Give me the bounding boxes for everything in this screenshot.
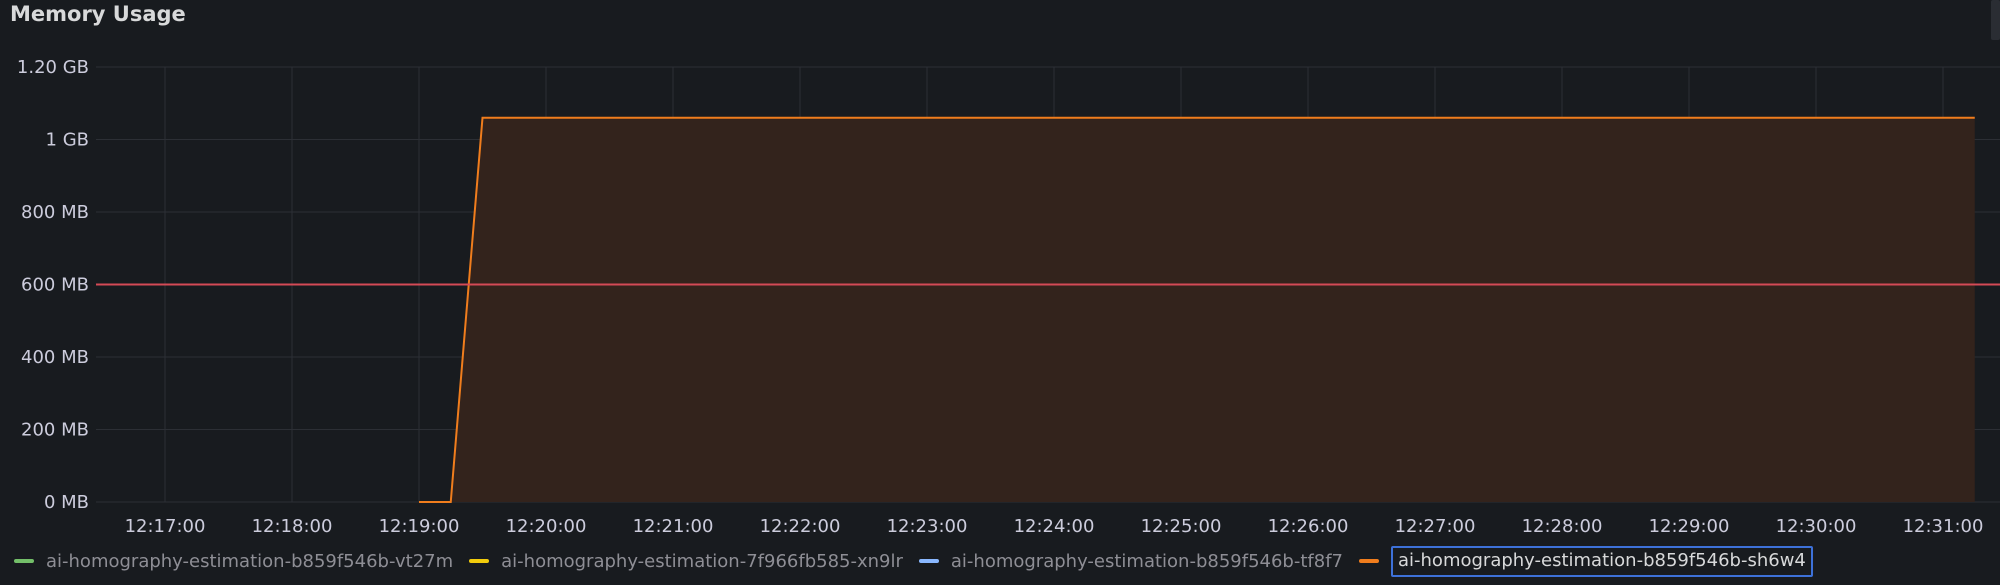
memory-usage-chart[interactable]: 1.20 GB 1 GB 800 MB 600 MB 400 MB 200 MB 0 MB 1… [0,0,2000,544]
x-tick-label: 12:27:00 [1395,516,1476,537]
y-tick-label: 1 GB [46,130,89,151]
x-tick-label: 12:28:00 [1522,516,1603,537]
x-tick-label: 12:18:00 [252,516,333,537]
y-tick-label: 400 MB [21,347,89,368]
x-tick-label: 12:22:00 [760,516,841,537]
x-tick-label: 12:31:00 [1903,516,1984,537]
legend-item[interactable]: ai-homography-estimation-b859f546b-sh6w4 [1359,545,1819,577]
x-tick-label: 12:29:00 [1649,516,1730,537]
legend-swatch [919,559,939,563]
x-tick-label: 12:25:00 [1141,516,1222,537]
y-tick-label: 0 MB [44,492,89,513]
x-tick-label: 12:23:00 [887,516,968,537]
y-tick-label: 800 MB [21,202,89,223]
legend-swatch [14,559,34,563]
legend-item[interactable]: ai-homography-estimation-7f966fb585-xn9l… [469,545,909,577]
x-tick-label: 12:17:00 [125,516,206,537]
x-tick-label: 12:19:00 [379,516,460,537]
legend-item[interactable]: ai-homography-estimation-b859f546b-tf8f7 [919,545,1349,577]
x-tick-label: 12:24:00 [1014,516,1095,537]
y-tick-label: 600 MB [21,275,89,296]
legend-label: ai-homography-estimation-b859f546b-vt27m [46,551,453,572]
chart-legend: ai-homography-estimation-b859f546b-vt27m… [14,544,1829,578]
x-tick-label: 12:30:00 [1776,516,1857,537]
legend-label: ai-homography-estimation-7f966fb585-xn9l… [501,551,903,572]
x-tick-label: 12:21:00 [633,516,714,537]
legend-item[interactable]: ai-homography-estimation-b859f546b-vt27m [14,545,459,577]
y-tick-label: 200 MB [21,420,89,441]
x-tick-label: 12:20:00 [506,516,587,537]
legend-swatch [469,559,489,563]
legend-label: ai-homography-estimation-b859f546b-tf8f7 [951,551,1343,572]
legend-swatch [1359,559,1379,563]
legend-label: ai-homography-estimation-b859f546b-sh6w4 [1391,546,1813,577]
x-tick-label: 12:26:00 [1268,516,1349,537]
series-area-fill [419,118,1975,502]
y-tick-label: 1.20 GB [17,57,89,78]
